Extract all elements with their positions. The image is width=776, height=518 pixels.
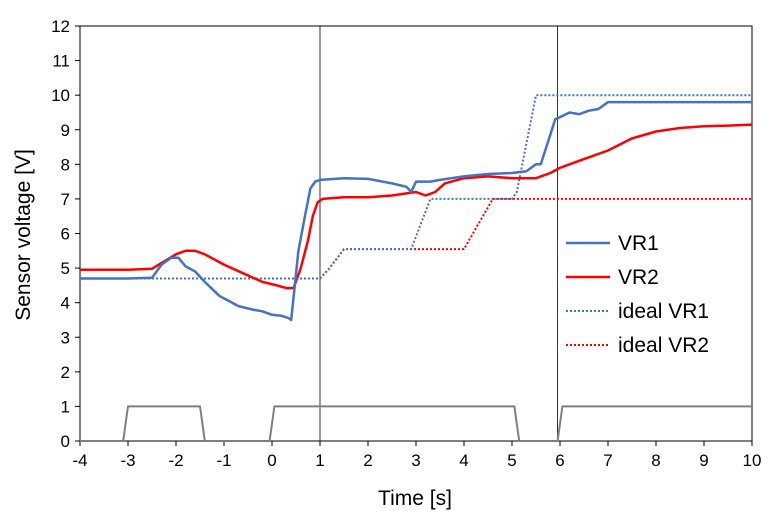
series-line-vr1 [80,100,752,322]
y-tick-label: 10 [51,86,70,105]
legend-vr1-label: VR1 [618,232,659,255]
x-tick-label: 6 [555,451,564,470]
y-tick-label: 5 [61,259,70,278]
x-tick-label: 0 [267,451,276,470]
x-tick-label: 2 [363,451,372,470]
x-tick-label: -1 [216,451,231,470]
x-tick-label: 1 [315,451,324,470]
x-tick-label: 3 [411,451,420,470]
x-tick-label: 4 [459,451,468,470]
series-line-vr2 [80,123,753,290]
y-tick-label: 7 [61,190,70,209]
y-tick-label: 3 [61,328,70,347]
x-tick-label: -4 [72,451,87,470]
x-tick-label: -2 [168,451,183,470]
y-tick-label: 11 [52,52,70,71]
x-tick-label: 8 [651,451,660,470]
y-tick-label: 4 [61,294,70,313]
x-tick-label: 9 [699,451,708,470]
x-axis-title: Time [s] [378,487,452,510]
y-tick-label: 6 [61,225,70,244]
y-tick-label: 0 [61,432,70,451]
x-tick-label: -3 [120,451,135,470]
y-tick-label: 12 [51,17,70,36]
y-tick-label: 9 [61,121,70,140]
y-tick-label: 1 [61,397,70,416]
y-tick-label: 8 [61,155,70,174]
trigger-signal-line [80,405,752,442]
legend-ideal-vr1-label: ideal VR1 [618,300,709,323]
series-line-ideal-vr1 [80,94,752,280]
legend-vr2-label: VR2 [618,266,659,289]
legend: VR1 VR2 ideal VR1 ideal VR2 [566,232,709,357]
x-tick-label: 7 [603,451,612,470]
x-tick-label: 5 [507,451,516,470]
y-axis-title: Sensor voltage [V] [12,149,35,321]
y-tick-label: 2 [61,363,70,382]
x-tick-label: 10 [743,451,762,470]
legend-ideal-vr2-label: ideal VR2 [618,334,709,357]
data-layer [80,94,753,442]
